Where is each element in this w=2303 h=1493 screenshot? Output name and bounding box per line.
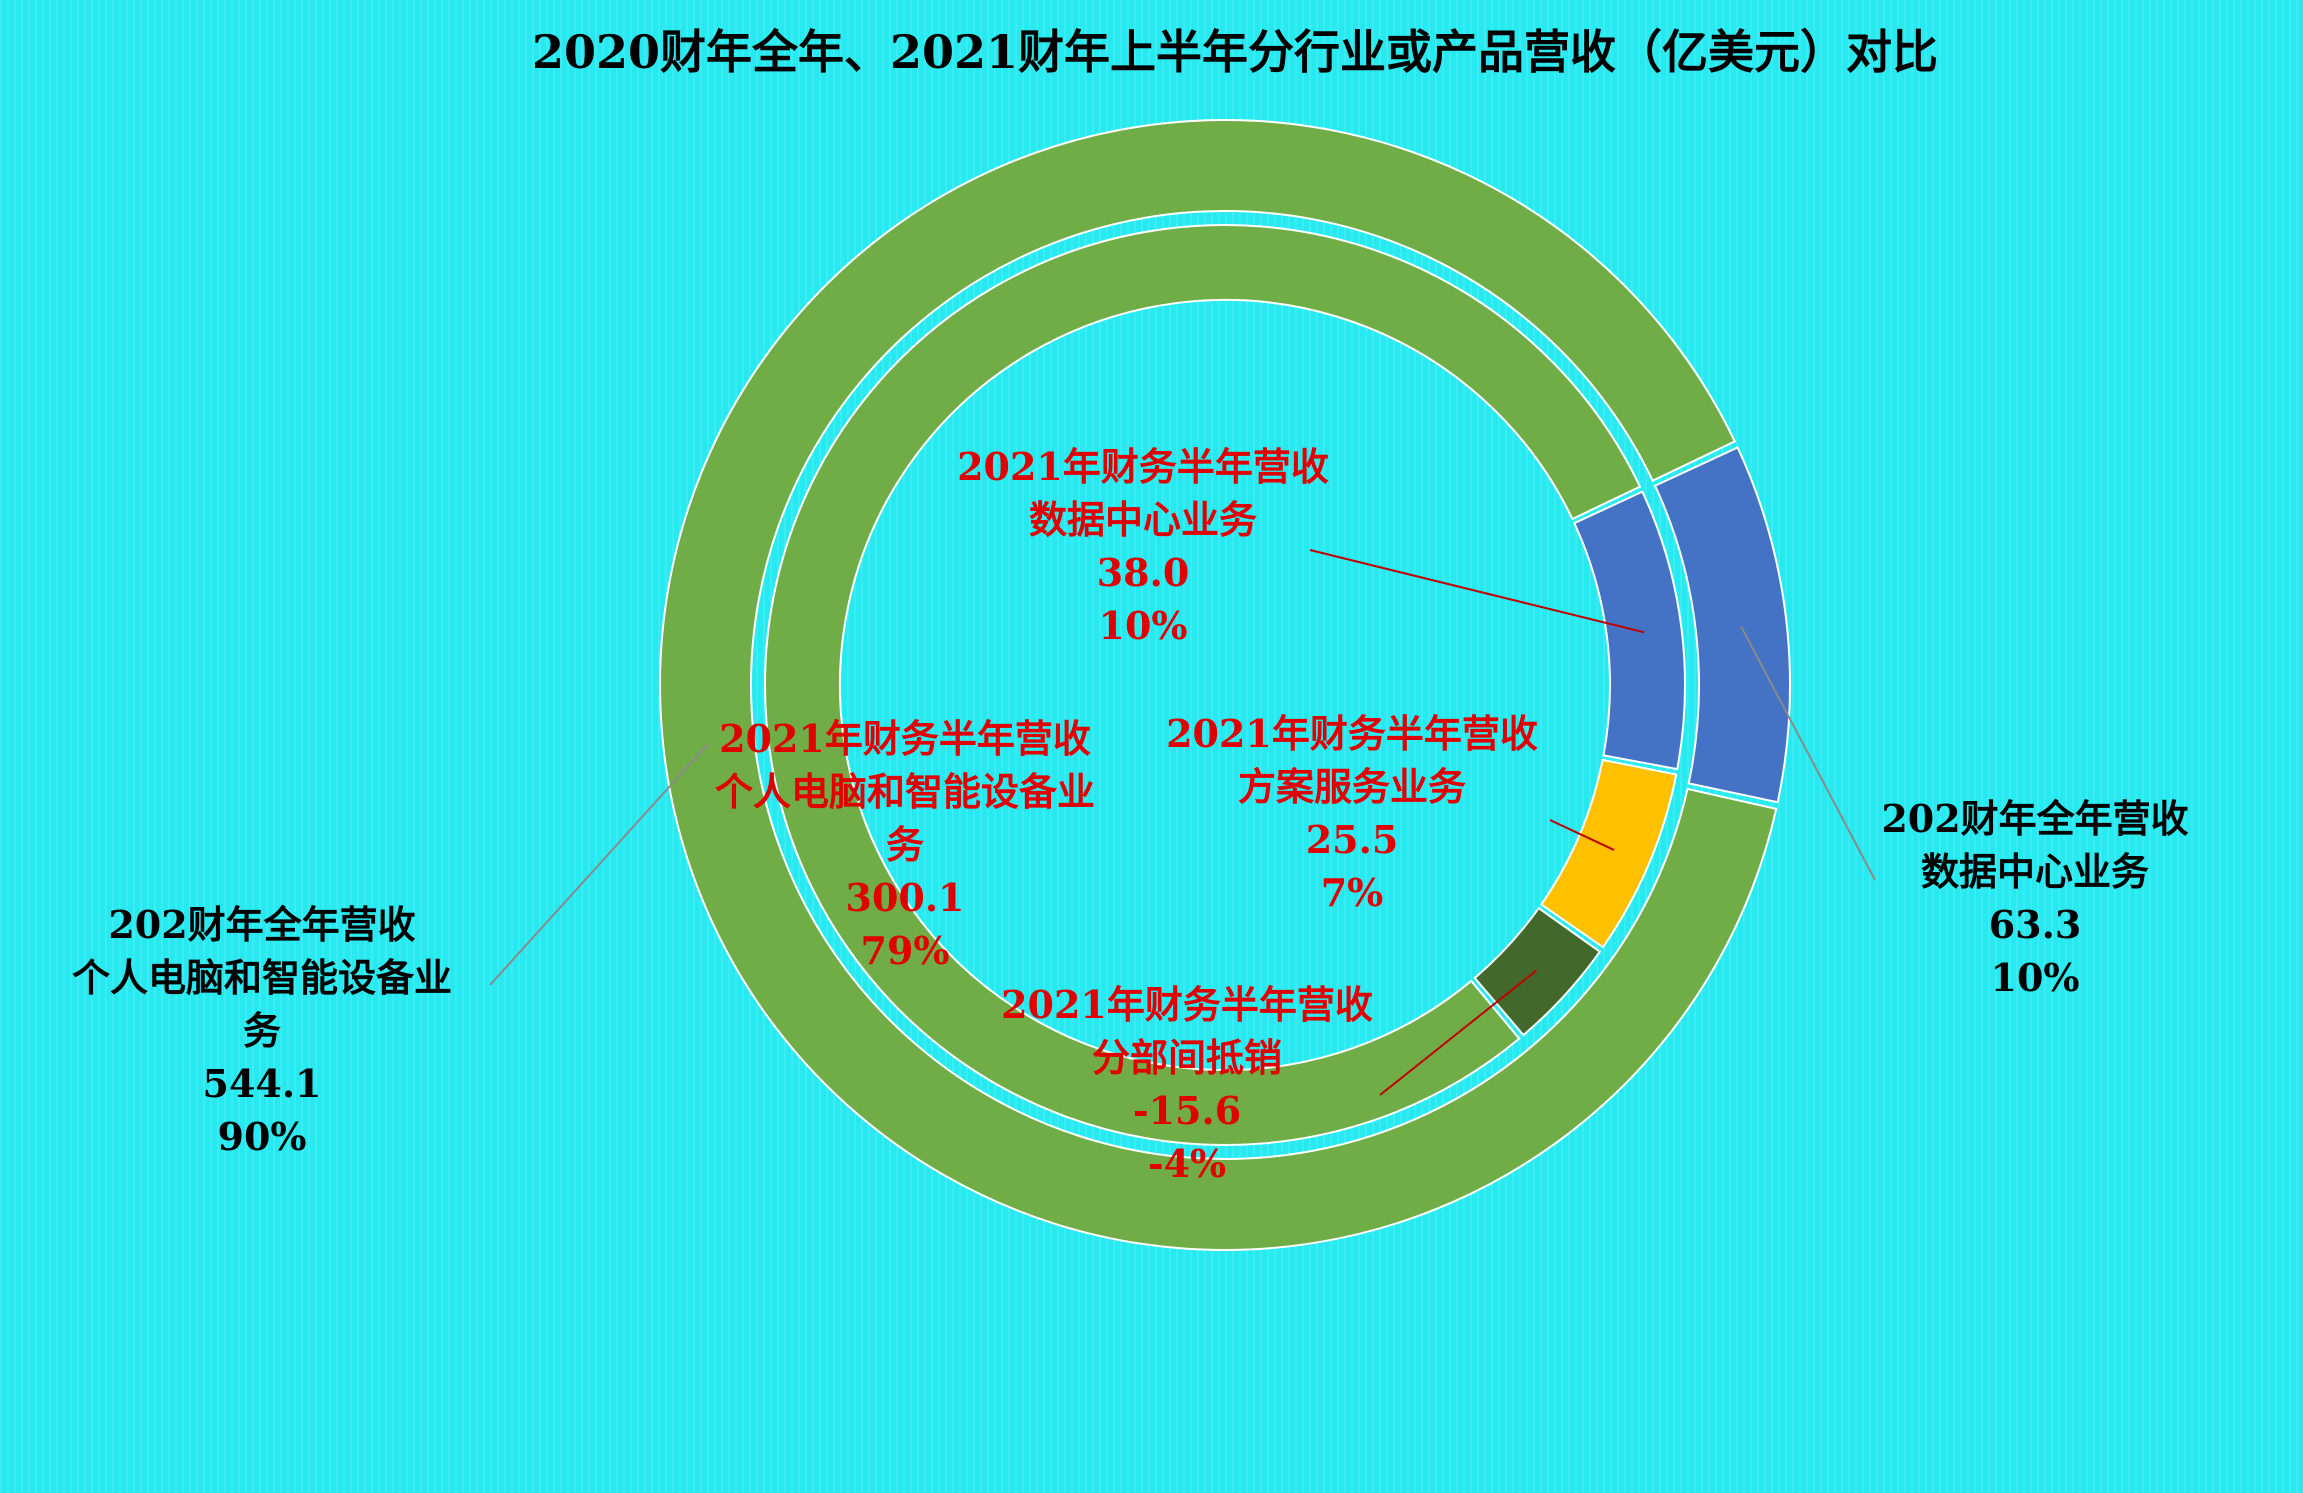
inner-label-pc-devices-category-line: 2021年财务半年营收: [719, 716, 1091, 761]
outer-label-pc-devices-category-line: 个人电脑和智能设备业: [72, 955, 452, 1000]
outer-label-data-center-category-line: 202财年全年营收: [1881, 796, 2188, 841]
inner-label-elimination-leader-line: [1379, 969, 1538, 1096]
inner-label-data-center-percent: 10%: [1099, 603, 1188, 648]
outer-label-data-center-value: 63.3: [1989, 902, 2082, 947]
outer-ring-slice-pc-devices: [659, 119, 1778, 1251]
inner-ring-slice-data-center: [1573, 490, 1686, 771]
outer-label-pc-devices-category-line: 务: [243, 1008, 281, 1053]
inner-label-solutions-leader-line: [1549, 819, 1615, 851]
leader-lines: [489, 549, 1876, 1096]
inner-ring-slice-pc-devices: [764, 223, 1642, 1146]
inner-label-solutions-percent: 7%: [1321, 870, 1384, 915]
inner-label-elimination-percent: -4%: [1148, 1141, 1226, 1186]
inner-label-data-center-leader-line: [1309, 549, 1645, 634]
outer-label-data-center-percent: 10%: [1991, 955, 2080, 1000]
inner-label-solutions-value: 25.5: [1306, 817, 1399, 862]
inner-label-data-center-value: 38.0: [1097, 550, 1190, 595]
rings: [659, 119, 1791, 1251]
inner-label-data-center-category-line: 数据中心业务: [1029, 497, 1257, 542]
inner-label-elimination-category-line: 2021年财务半年营收: [1001, 982, 1373, 1027]
inner-label-pc-devices-value: 300.1: [846, 875, 965, 920]
outer-label-pc-devices-percent: 90%: [218, 1114, 307, 1159]
outer-label-data-center-category-line: 数据中心业务: [1921, 849, 2149, 894]
inner-label-pc-devices-category-line: 务: [886, 822, 924, 867]
inner-label-elimination-value: -15.6: [1133, 1088, 1241, 1133]
data-labels: 202财年全年营收数据中心业务63.310%202财年全年营收个人电脑和智能设备…: [72, 444, 2189, 1186]
inner-label-pc-devices-category-line: 个人电脑和智能设备业: [715, 769, 1095, 814]
inner-ring-slice-elimination: [1473, 906, 1602, 1037]
outer-ring-slice-data-center: [1653, 446, 1791, 804]
inner-label-elimination-category-line: 分部间抵销: [1092, 1035, 1282, 1080]
outer-label-pc-devices-value: 544.1: [203, 1061, 322, 1106]
outer-label-pc-devices-category-line: 202财年全年营收: [108, 902, 415, 947]
inner-ring-slice-solutions: [1539, 758, 1678, 949]
chart-title: 2020财年全年、2021财年上半年分行业或产品营收（亿美元）对比: [532, 25, 1938, 79]
outer-label-pc-devices-leader-line: [489, 742, 710, 986]
inner-label-pc-devices-percent: 79%: [861, 928, 950, 973]
inner-label-solutions-category-line: 2021年财务半年营收: [1166, 711, 1538, 756]
outer-label-data-center-leader-line: [1740, 626, 1876, 881]
inner-label-solutions-category-line: 方案服务业务: [1238, 764, 1466, 809]
inner-label-data-center-category-line: 2021年财务半年营收: [957, 444, 1329, 489]
